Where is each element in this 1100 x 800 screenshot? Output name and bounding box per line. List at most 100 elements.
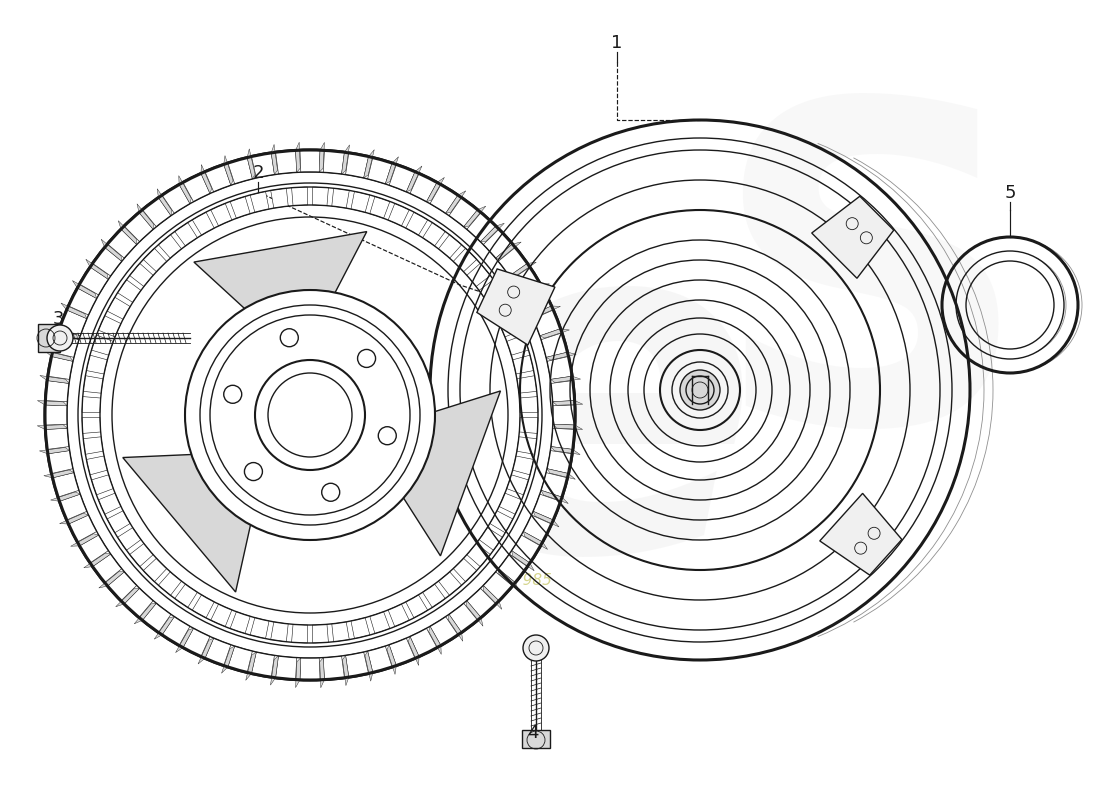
Text: 3: 3	[53, 310, 64, 328]
Polygon shape	[534, 511, 559, 527]
Polygon shape	[507, 474, 529, 495]
Polygon shape	[87, 456, 108, 475]
Polygon shape	[323, 150, 344, 174]
Polygon shape	[547, 450, 572, 474]
Polygon shape	[351, 191, 370, 212]
Polygon shape	[292, 624, 308, 643]
Polygon shape	[271, 656, 278, 685]
Polygon shape	[87, 355, 108, 374]
Polygon shape	[91, 474, 113, 495]
Polygon shape	[449, 198, 477, 226]
Text: 1: 1	[612, 34, 623, 52]
Circle shape	[47, 325, 73, 351]
Polygon shape	[519, 397, 538, 413]
Polygon shape	[60, 303, 87, 318]
Polygon shape	[481, 223, 504, 242]
Polygon shape	[496, 242, 521, 258]
Polygon shape	[540, 329, 570, 338]
Polygon shape	[183, 174, 210, 202]
Polygon shape	[478, 528, 503, 550]
Circle shape	[185, 290, 434, 540]
Polygon shape	[498, 554, 527, 582]
Polygon shape	[92, 554, 122, 582]
Polygon shape	[517, 437, 537, 454]
Polygon shape	[429, 626, 441, 654]
Polygon shape	[248, 149, 255, 179]
Polygon shape	[389, 165, 415, 192]
Polygon shape	[364, 150, 374, 178]
Polygon shape	[513, 355, 534, 374]
Polygon shape	[342, 145, 350, 174]
Polygon shape	[517, 376, 537, 394]
Polygon shape	[388, 604, 409, 626]
Polygon shape	[134, 603, 156, 624]
Polygon shape	[73, 281, 97, 298]
Text: e: e	[440, 192, 760, 648]
Polygon shape	[221, 646, 234, 674]
Polygon shape	[82, 397, 101, 413]
Circle shape	[358, 350, 375, 367]
Polygon shape	[388, 203, 409, 226]
Circle shape	[378, 426, 396, 445]
Polygon shape	[406, 212, 428, 235]
Polygon shape	[448, 614, 463, 642]
Polygon shape	[59, 494, 87, 520]
Polygon shape	[453, 558, 476, 582]
Polygon shape	[84, 437, 103, 454]
Polygon shape	[553, 424, 583, 430]
Polygon shape	[99, 571, 124, 588]
Polygon shape	[422, 222, 446, 246]
Polygon shape	[123, 453, 261, 592]
Polygon shape	[245, 652, 256, 680]
Polygon shape	[98, 316, 121, 337]
Circle shape	[522, 635, 549, 661]
Polygon shape	[312, 187, 329, 206]
Polygon shape	[300, 150, 320, 172]
Polygon shape	[158, 572, 182, 595]
Polygon shape	[271, 188, 288, 208]
Polygon shape	[378, 391, 500, 556]
Polygon shape	[478, 280, 503, 302]
Polygon shape	[466, 213, 496, 242]
Polygon shape	[70, 534, 99, 546]
Polygon shape	[205, 638, 231, 666]
Polygon shape	[276, 150, 297, 174]
Polygon shape	[142, 603, 170, 632]
Polygon shape	[551, 446, 580, 454]
Polygon shape	[406, 595, 428, 618]
Polygon shape	[524, 288, 551, 315]
Polygon shape	[37, 401, 67, 406]
Polygon shape	[507, 335, 529, 355]
Polygon shape	[116, 588, 140, 606]
Circle shape	[280, 329, 298, 346]
Polygon shape	[48, 450, 73, 474]
Polygon shape	[92, 247, 122, 276]
Polygon shape	[292, 187, 308, 206]
Circle shape	[223, 386, 242, 403]
Polygon shape	[250, 191, 270, 212]
Polygon shape	[124, 588, 153, 618]
Polygon shape	[300, 658, 320, 680]
Polygon shape	[370, 612, 389, 634]
Polygon shape	[345, 153, 368, 178]
Polygon shape	[48, 357, 73, 379]
Polygon shape	[410, 628, 437, 657]
Polygon shape	[211, 604, 232, 626]
Polygon shape	[531, 306, 561, 317]
Polygon shape	[534, 310, 561, 336]
Polygon shape	[332, 188, 350, 208]
Polygon shape	[143, 558, 167, 582]
Polygon shape	[499, 493, 521, 514]
Polygon shape	[59, 514, 88, 524]
Polygon shape	[367, 158, 392, 184]
Polygon shape	[192, 595, 215, 618]
Polygon shape	[477, 269, 554, 345]
Polygon shape	[370, 197, 389, 218]
Polygon shape	[108, 572, 136, 601]
Polygon shape	[98, 493, 121, 514]
Polygon shape	[498, 247, 527, 276]
Polygon shape	[466, 588, 496, 618]
Polygon shape	[91, 335, 113, 355]
Circle shape	[680, 370, 720, 410]
Polygon shape	[547, 357, 572, 379]
